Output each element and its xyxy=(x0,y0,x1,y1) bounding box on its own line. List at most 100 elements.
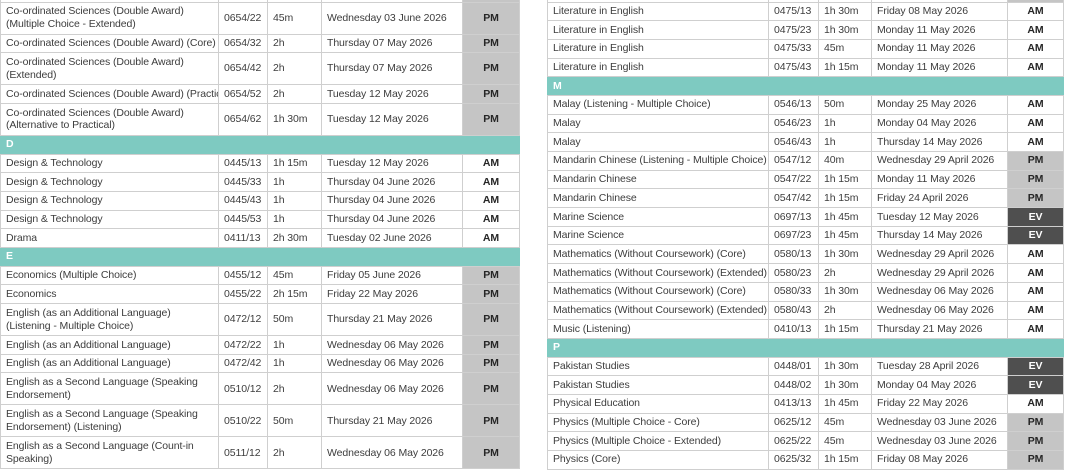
section-header-row: D xyxy=(0,134,520,155)
exam-row: Mandarin Chinese 0547/22 1h 15m Monday 11 M… xyxy=(547,169,1064,190)
paper-code-cell: 0475/23 xyxy=(768,20,819,40)
session-badge-cell: AM xyxy=(462,228,520,248)
subject-cell: Co-ordinated Sciences (Double Award) (Al… xyxy=(0,102,219,136)
paper-code-cell: 0580/23 xyxy=(768,263,819,283)
date-cell: Friday 08 May 2026 xyxy=(871,450,1008,470)
exam-row: English (as an Additional Language) 0472/… xyxy=(0,335,520,355)
paper-code-cell: 0625/32 xyxy=(768,450,819,470)
exam-row: Mathematics (Without Coursework) (Extend… xyxy=(547,263,1064,283)
paper-code-cell: 0580/43 xyxy=(768,300,819,321)
exam-row: Design & Technology 0445/43 1h Thursday 04 … xyxy=(0,190,520,211)
paper-code-cell: 0697/23 xyxy=(768,225,819,246)
session-badge-cell: EV xyxy=(1007,375,1064,395)
paper-code-cell: 0547/12 xyxy=(768,151,819,171)
exam-row: Marine Science 0697/23 1h 45m Thursday 14 M… xyxy=(547,225,1064,246)
exam-row: Physics (Multiple Choice - Extended) 0625… xyxy=(547,431,1064,451)
paper-code-cell: 0455/22 xyxy=(218,284,268,305)
date-cell: Tuesday 12 May 2026 xyxy=(321,84,463,104)
session-badge-cell: PM xyxy=(462,335,520,355)
subject-cell: Pakistan Studies xyxy=(547,375,769,395)
subject-cell: English as a Second Language (Speaking E… xyxy=(0,404,219,438)
timetable-right-column: Literature in English 0475/13 1h 30m Friday… xyxy=(547,0,1064,470)
paper-code-cell: 0475/33 xyxy=(768,38,819,59)
date-cell: Monday 04 May 2026 xyxy=(871,375,1008,395)
section-header-row: E xyxy=(0,247,520,267)
duration-cell: 40m xyxy=(818,151,872,171)
subject-cell: Design & Technology xyxy=(0,153,219,174)
exam-row: Music (Listening) 0410/13 1h 15m Thursday 2… xyxy=(547,319,1064,339)
session-badge-cell: AM xyxy=(462,153,520,174)
date-cell: Thursday 04 June 2026 xyxy=(321,190,463,211)
session-badge-cell: AM xyxy=(462,209,520,230)
exam-row: English (as an Additional Language) 0472/… xyxy=(0,353,520,374)
duration-cell: 2h xyxy=(267,84,322,104)
duration-cell: 1h xyxy=(267,190,322,211)
subject-cell: Design & Technology xyxy=(0,172,219,192)
subject-cell: Co-ordinated Sciences (Double Award) (Mu… xyxy=(0,1,219,35)
exam-row: Co-ordinated Sciences (Double Award) (Co… xyxy=(0,33,520,54)
subject-cell: Physics (Multiple Choice - Core) xyxy=(547,412,769,433)
date-cell: Thursday 07 May 2026 xyxy=(321,33,463,54)
exam-row: Physics (Core) 0625/32 1h 15m Friday 08 May… xyxy=(547,450,1064,470)
session-badge-cell: AM xyxy=(1007,263,1064,283)
exam-row: Marine Science 0697/13 1h 45m Tuesday 12 Ma… xyxy=(547,207,1064,227)
paper-code-cell: 0654/52 xyxy=(218,84,268,104)
paper-code-cell: 0547/22 xyxy=(768,169,819,190)
duration-cell: 1h 45m xyxy=(818,393,872,414)
subject-cell: Drama xyxy=(0,228,219,248)
exam-row: Pakistan Studies 0448/01 1h 30m Tuesday 28 … xyxy=(547,356,1064,377)
paper-code-cell: 0413/13 xyxy=(768,393,819,414)
subject-cell: Malay xyxy=(547,132,769,152)
paper-code-cell: 0546/43 xyxy=(768,132,819,152)
duration-cell: 1h 15m xyxy=(818,57,872,78)
session-badge-cell: AM xyxy=(1007,281,1064,302)
exam-row: Mandarin Chinese 0547/42 1h 15m Friday 24 A… xyxy=(547,188,1064,209)
session-badge-cell: AM xyxy=(1007,57,1064,78)
session-badge-cell: PM xyxy=(1007,169,1064,190)
duration-cell: 1h 30m xyxy=(818,1,872,22)
duration-cell: 1h 15m xyxy=(818,169,872,190)
exam-row: English (as an Additional Language) (Lis… xyxy=(0,303,520,337)
date-cell: Monday 11 May 2026 xyxy=(871,169,1008,190)
exam-row: Malay 0546/23 1h Monday 04 May 2026 AM xyxy=(547,113,1064,134)
exam-row: Mathematics (Without Coursework) (Core) 0… xyxy=(547,244,1064,265)
subject-cell: English as a Second Language (Count-in S… xyxy=(0,436,219,470)
paper-code-cell: 0580/13 xyxy=(768,244,819,265)
duration-cell: 1h xyxy=(267,335,322,355)
duration-cell: 45m xyxy=(818,38,872,59)
duration-cell: 1h 45m xyxy=(818,207,872,227)
duration-cell: 2h 30m xyxy=(267,228,322,248)
exam-row: Design & Technology 0445/53 1h Thursday 04 … xyxy=(0,209,520,230)
subject-cell: Co-ordinated Sciences (Double Award) (Co… xyxy=(0,33,219,54)
duration-cell: 2h xyxy=(267,33,322,54)
exam-row: Literature in English 0475/33 45m Monday 11… xyxy=(547,38,1064,59)
session-badge-cell: AM xyxy=(1007,244,1064,265)
section-letter: M xyxy=(547,76,1064,96)
paper-code-cell: 0697/13 xyxy=(768,207,819,227)
session-badge-cell: AM xyxy=(1007,319,1064,339)
exam-row: Malay (Listening - Multiple Choice) 0546/… xyxy=(547,94,1064,115)
paper-code-cell: 0472/12 xyxy=(218,303,268,337)
session-badge-cell: EV xyxy=(1007,225,1064,246)
exam-row: Mathematics (Without Coursework) (Extend… xyxy=(547,300,1064,321)
subject-cell: Literature in English xyxy=(547,57,769,78)
exam-row: English as a Second Language (Count-in S… xyxy=(0,436,520,470)
duration-cell: 45m xyxy=(267,1,322,35)
session-badge-cell: PM xyxy=(462,372,520,406)
session-badge-cell: PM xyxy=(462,436,520,470)
paper-code-cell: 0475/13 xyxy=(768,1,819,22)
subject-cell: Physical Education xyxy=(547,393,769,414)
subject-cell: Co-ordinated Sciences (Double Award) (Ex… xyxy=(0,52,219,86)
duration-cell: 1h 15m xyxy=(818,319,872,339)
date-cell: Monday 11 May 2026 xyxy=(871,20,1008,40)
date-cell: Wednesday 06 May 2026 xyxy=(871,300,1008,321)
subject-cell: Malay xyxy=(547,113,769,134)
duration-cell: 2h xyxy=(267,372,322,406)
date-cell: Thursday 07 May 2026 xyxy=(321,52,463,86)
subject-cell: Design & Technology xyxy=(0,190,219,211)
date-cell: Wednesday 03 June 2026 xyxy=(871,412,1008,433)
date-cell: Wednesday 06 May 2026 xyxy=(321,353,463,374)
subject-cell: Economics xyxy=(0,284,219,305)
session-badge-cell: PM xyxy=(462,1,520,35)
